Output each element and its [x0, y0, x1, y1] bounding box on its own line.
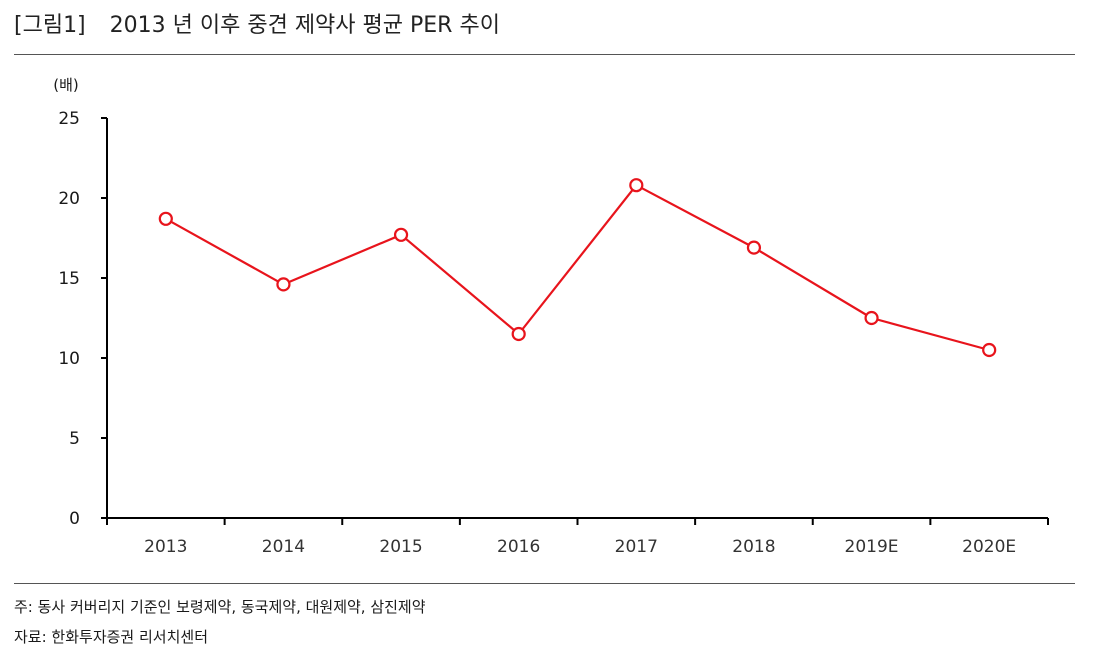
chart-area: (배) 0 5 10 15 20 25 2013 2014 2015 2016 2017 2018 2…: [0, 60, 1093, 580]
x-tick-label: 2020E: [962, 537, 1016, 557]
x-tick-label: 2015: [379, 537, 422, 557]
x-tick-label: 2014: [262, 537, 305, 557]
axes: (배): [53, 76, 1048, 519]
chart-title: 2013 년 이후 중견 제약사 평균 PER 추이: [109, 13, 500, 38]
data-point: [511, 326, 526, 342]
x-tick-label: 2018: [732, 537, 775, 557]
y-axis-ticks: 0 5 10 15 20 25: [58, 109, 107, 529]
figure-header: [그림1] 2013 년 이후 중견 제약사 평균 PER 추이: [14, 10, 500, 42]
y-tick-label: 0: [69, 509, 80, 529]
x-tick-label: 2017: [615, 537, 658, 557]
y-tick-label: 15: [58, 269, 80, 289]
bottom-divider: [14, 583, 1075, 584]
y-axis-unit-label: (배): [53, 76, 79, 94]
data-point: [746, 240, 762, 255]
x-tick-label: 2019E: [845, 537, 899, 557]
data-point: [864, 310, 879, 326]
source-note: 자료: 한화투자증권 리서치센터: [14, 628, 208, 646]
series-group: [158, 178, 997, 358]
footnote: 주: 동사 커버리지 기준인 보령제약, 동국제약, 대원제약, 삼진제약: [14, 598, 426, 616]
series-line: [165, 184, 990, 352]
x-axis-ticks: 2013 2014 2015 2016 2017 2018 2019E 2020E: [106, 518, 1049, 557]
y-tick-label: 25: [58, 109, 80, 129]
y-tick-label: 5: [69, 429, 80, 449]
data-point: [276, 277, 291, 292]
x-tick-label: 2016: [497, 537, 540, 557]
data-point: [982, 342, 997, 358]
data-point: [629, 178, 644, 193]
figure-tag: [그림1]: [14, 13, 86, 38]
data-point: [158, 211, 173, 226]
x-tick-label: 2013: [144, 537, 187, 557]
data-point: [393, 227, 409, 242]
top-divider: [14, 54, 1075, 55]
y-tick-label: 10: [58, 349, 80, 369]
y-tick-label: 20: [58, 189, 80, 209]
